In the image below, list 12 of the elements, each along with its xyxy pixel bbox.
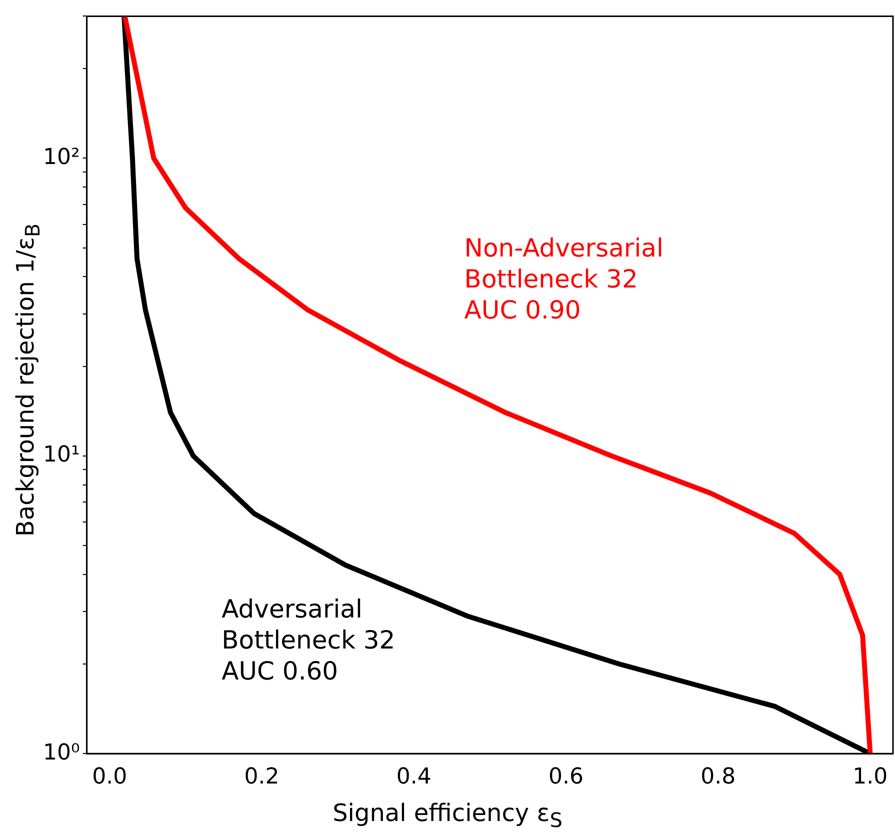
x-tick-label: 0.4 bbox=[396, 764, 432, 790]
x-tick-label: 1.0 bbox=[852, 764, 888, 790]
x-tick-label: 0.6 bbox=[548, 764, 584, 790]
y-tick-label: 10² bbox=[42, 144, 80, 170]
y-tick-label: 10⁰ bbox=[42, 740, 80, 766]
x-tick-label: 0.8 bbox=[700, 764, 736, 790]
x-axis-title: Signal efficiency ε$_{S}$ bbox=[332, 799, 564, 832]
x-tick-label: 0.0 bbox=[92, 764, 128, 790]
text: Non-Adversarial Bottleneck 32 AUC 0.90 bbox=[464, 233, 664, 324]
x-tick-label: 0.2 bbox=[244, 764, 280, 790]
series-label: Adversarial Bottleneck 32 AUC 0.60 bbox=[222, 594, 396, 686]
y-tick-label: 10¹ bbox=[42, 442, 80, 468]
